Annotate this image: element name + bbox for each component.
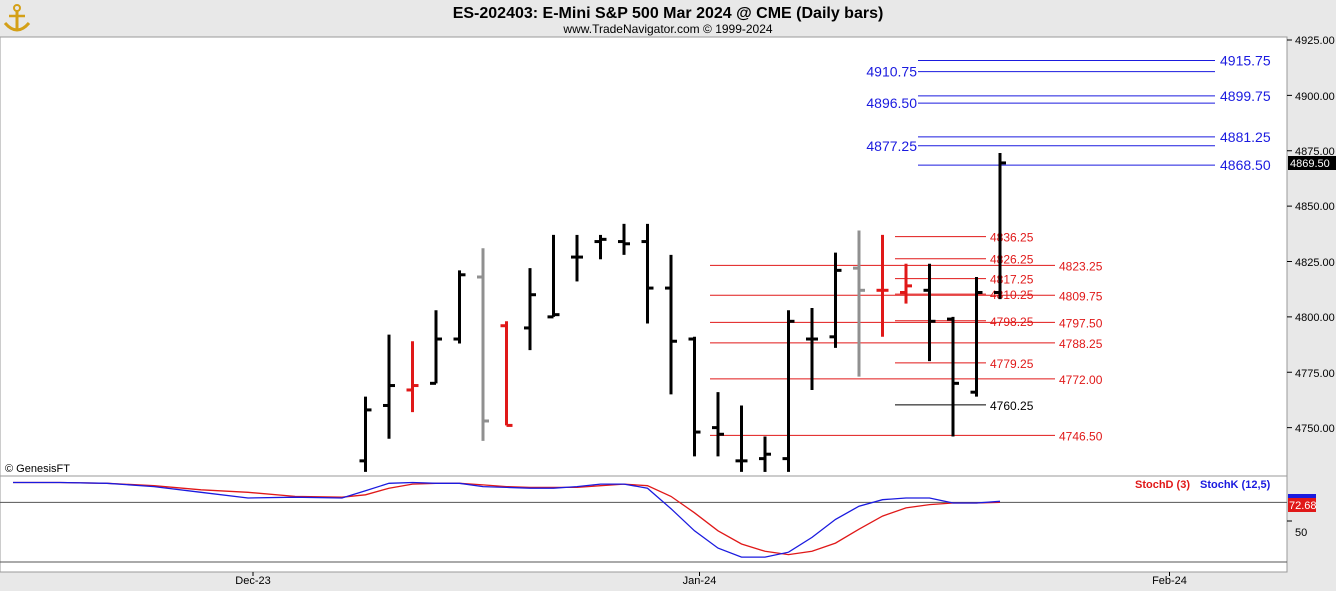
level-label: 4910.75 [866,64,917,80]
date-label-jan: Jan-24 [683,575,717,587]
level-label: 4772.00 [1059,373,1103,387]
price-bars [359,152,1006,472]
last-price-label: 4869.50 [1290,158,1330,170]
price-axis-ticks [1287,39,1292,429]
level-label: 4899.75 [1220,88,1271,104]
date-label-dec: Dec-23 [235,575,270,587]
price-tick-label: 4900.00 [1295,91,1335,103]
level-label: 4797.50 [1059,316,1103,330]
level-label: 4788.25 [1059,337,1103,351]
stochastic-series [13,481,1001,558]
legend-stochk: StochK (12,5) [1200,479,1271,491]
legend-stochd: StochD (3) [1135,479,1190,491]
level-label: 4779.25 [990,357,1034,371]
chart-subtitle: www.TradeNavigator.com © 1999-2024 [562,22,772,36]
anchor-logo-icon [3,4,31,32]
level-label: 4826.25 [990,253,1034,267]
stochastic-reference-lines [0,501,1292,563]
level-label: 4915.75 [1220,52,1271,68]
level-label: 4836.25 [990,231,1034,245]
chart-title: ES-202403: E-Mini S&P 500 Mar 2024 @ CME… [453,5,884,22]
stochd-tag [1288,498,1316,512]
level-label: 4760.25 [990,399,1034,413]
level-label: 4798.25 [990,315,1034,329]
price-tick-label: 4750.00 [1295,423,1335,435]
stochastic-pane [0,475,1288,573]
date-axis: Dec-23 Jan-24 Feb-24 [235,572,1187,587]
stoch-tick-label: 50 [1295,527,1307,539]
price-tick-label: 4825.00 [1295,257,1335,269]
stoch-line-stochd [13,481,1001,556]
level-label: 4896.50 [866,95,917,111]
stochk-tag [1288,494,1316,498]
level-label: 4877.25 [866,138,917,154]
level-label: 4817.25 [990,273,1034,287]
level-label: 4746.50 [1059,429,1103,443]
projection-levels: 4915.75 4910.75 4899.75 4896.50 4881.25 4877.… [710,52,1271,443]
level-label: 4881.25 [1220,129,1271,145]
price-tick-label: 4875.00 [1295,146,1335,158]
date-label-feb: Feb-24 [1152,575,1187,587]
price-pane [0,36,1288,477]
price-tick-label: 4775.00 [1295,368,1335,380]
copyright-label: © GenesisFT [5,463,70,475]
stoch-line-stochk [13,481,1001,558]
stoch-last-label: 72.68 [1289,500,1317,512]
last-price-tag [1288,156,1336,170]
level-label: 4823.25 [1059,259,1103,273]
price-tick-label: 4850.00 [1295,201,1335,213]
price-axis: 4925.00 4900.00 4875.00 4850.00 4825.00 … [1295,35,1335,435]
level-label: 4868.50 [1220,157,1271,173]
price-tick-label: 4925.00 [1295,35,1335,47]
level-label: 4809.75 [1059,289,1103,303]
price-tick-label: 4800.00 [1295,312,1335,324]
